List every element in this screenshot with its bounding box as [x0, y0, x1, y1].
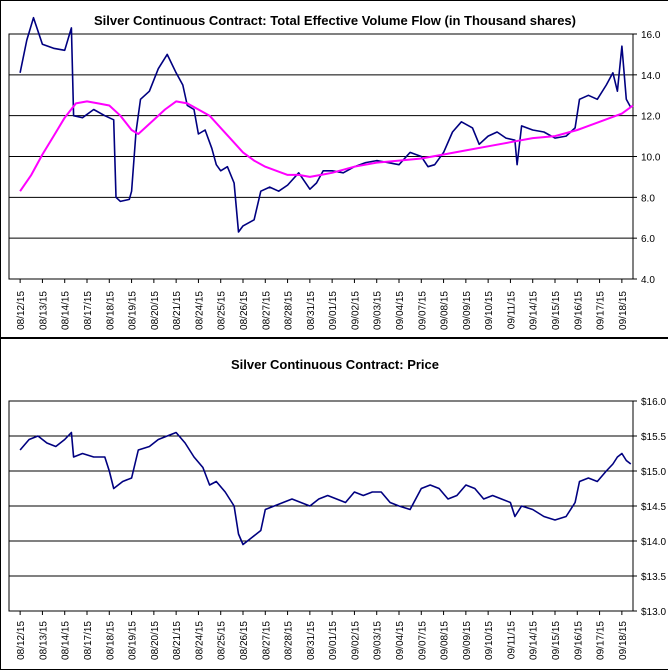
x-tick-label: 09/02/15 — [350, 621, 361, 660]
x-tick-label: 08/26/15 — [239, 621, 250, 660]
y-tick-label: 10.0 — [641, 153, 661, 164]
x-tick-label: 08/18/15 — [105, 291, 116, 330]
x-tick-label: 08/25/15 — [217, 291, 228, 330]
x-tick-label: 09/01/15 — [328, 621, 339, 660]
x-tick-label: 09/14/15 — [529, 621, 540, 660]
x-tick-label: 08/24/15 — [194, 291, 205, 330]
x-tick-label: 09/09/15 — [462, 621, 473, 660]
x-tick-label: 08/26/15 — [239, 291, 250, 330]
x-tick-label: 08/20/15 — [150, 621, 161, 660]
x-tick-label: 09/07/15 — [417, 291, 428, 330]
x-tick-label: 08/13/15 — [38, 621, 49, 660]
bottom-chart-panel: Silver Continuous Contract: Price $13.0 $… — [0, 338, 668, 670]
y-tick-label: $14.0 — [641, 537, 666, 548]
y-tick-label: $15.0 — [641, 467, 666, 478]
y-tick-label: $15.5 — [641, 432, 666, 443]
x-tick-label: 08/12/15 — [16, 291, 27, 330]
bottom-chart-title: Silver Continuous Contract: Price — [230, 357, 440, 372]
x-tick-label: 08/17/15 — [83, 291, 94, 330]
series-line-2 — [19, 100, 634, 192]
y-tick-label: 4.0 — [641, 275, 655, 286]
x-tick-label: 09/16/15 — [573, 291, 584, 330]
x-tick-label: 08/19/15 — [128, 291, 139, 330]
x-tick-label: 08/25/15 — [217, 621, 228, 660]
x-tick-label: 09/11/15 — [506, 621, 517, 660]
x-tick-label: 08/13/15 — [38, 291, 49, 330]
x-tick-label: 08/27/15 — [261, 621, 272, 660]
x-tick-label: 08/21/15 — [172, 621, 183, 660]
x-tick-label: 09/04/15 — [395, 291, 406, 330]
y-tick-label: $13.0 — [641, 607, 666, 618]
x-tick-label: 09/18/15 — [618, 291, 629, 330]
x-tick-label: 09/03/15 — [373, 621, 384, 660]
y-tick-label: 6.0 — [641, 234, 655, 245]
price-chart: $13.0 $13.5 $14.0 $14.5 $15.0 $15.5 $16.0 08/12… — [8, 397, 666, 660]
x-tick-label: 09/04/15 — [395, 621, 406, 660]
y-tick-label: $16.0 — [641, 397, 666, 408]
x-tick-label: 08/28/15 — [284, 291, 295, 330]
x-tick-label: 08/19/15 — [128, 621, 139, 660]
top-chart-title: Silver Continuous Contract: Total Effect… — [93, 13, 576, 28]
y-tick-label: $13.5 — [641, 572, 666, 583]
x-tick-label: 08/18/15 — [105, 621, 116, 660]
x-tick-label: 09/17/15 — [596, 621, 607, 660]
x-tick-label: 09/01/15 — [328, 291, 339, 330]
x-tick-label: 09/03/15 — [373, 291, 384, 330]
top-chart-panel: Silver Continuous Contract: Total Effect… — [0, 0, 668, 338]
series-line-1 — [19, 431, 632, 546]
x-tick-label: 09/09/15 — [462, 291, 473, 330]
x-tick-label: 09/15/15 — [551, 291, 562, 330]
x-tick-label: 09/14/15 — [529, 291, 540, 330]
y-tick-label: 12.0 — [641, 112, 661, 123]
x-tick-label: 08/27/15 — [261, 291, 272, 330]
x-tick-label: 09/08/15 — [440, 621, 451, 660]
x-tick-label: 09/10/15 — [484, 621, 495, 660]
x-tick-label: 08/17/15 — [83, 621, 94, 660]
x-tick-label: 09/08/15 — [440, 291, 451, 330]
x-tick-label: 09/17/15 — [596, 291, 607, 330]
x-tick-label: 08/14/15 — [61, 291, 72, 330]
x-tick-label: 09/10/15 — [484, 291, 495, 330]
y-tick-label: 8.0 — [641, 193, 655, 204]
x-tick-label: 08/12/15 — [16, 621, 27, 660]
x-tick-label: 09/18/15 — [618, 621, 629, 660]
x-tick-label: 09/15/15 — [551, 621, 562, 660]
x-tick-label: 09/16/15 — [573, 621, 584, 660]
x-tick-label: 08/31/15 — [306, 621, 317, 660]
x-tick-label: 08/24/15 — [194, 621, 205, 660]
y-tick-label: $14.5 — [641, 502, 666, 513]
x-tick-label: 09/11/15 — [506, 291, 517, 330]
x-tick-label: 09/07/15 — [417, 621, 428, 660]
y-tick-label: 14.0 — [641, 71, 661, 82]
series-line-1 — [19, 16, 632, 233]
x-tick-label: 08/28/15 — [284, 621, 295, 660]
x-tick-label: 08/20/15 — [150, 291, 161, 330]
x-tick-label: 09/02/15 — [350, 291, 361, 330]
volume-flow-chart: 4.0 6.0 8.0 10.0 12.0 14.0 16.0 08/12/15 08/13/1… — [8, 16, 661, 330]
x-tick-label: 08/31/15 — [306, 291, 317, 330]
x-tick-label: 08/14/15 — [61, 621, 72, 660]
y-tick-label: 16.0 — [641, 30, 661, 41]
x-tick-label: 08/21/15 — [172, 291, 183, 330]
